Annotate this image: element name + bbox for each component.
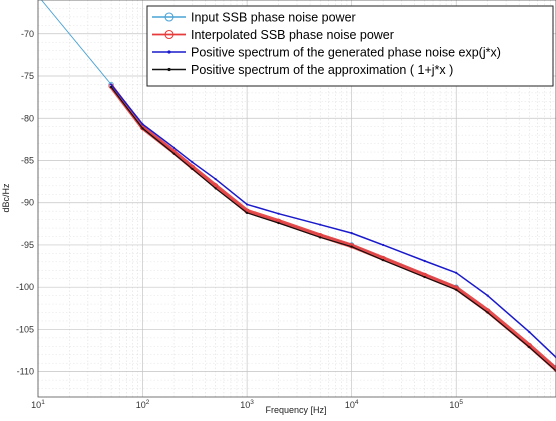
series-point	[246, 203, 249, 206]
x-tick-label: 104	[345, 399, 359, 410]
x-tick-label: 103	[240, 399, 254, 410]
series-point	[141, 127, 144, 130]
series-point	[191, 161, 194, 164]
y-tick-label: -100	[16, 282, 34, 292]
legend-marker	[167, 50, 171, 54]
legend-item: Interpolated SSB phase noise power	[152, 28, 394, 42]
series-point	[141, 123, 144, 126]
series-point	[214, 187, 217, 190]
legend-marker	[164, 29, 174, 40]
y-tick-label: -90	[21, 198, 34, 208]
series-point	[172, 146, 176, 149]
series-point	[191, 167, 194, 171]
series-point	[423, 259, 426, 263]
series-point	[246, 211, 249, 214]
series-point	[319, 236, 322, 239]
series-point	[350, 245, 353, 248]
y-tick-label: -80	[21, 113, 34, 123]
x-tick-label: 102	[136, 399, 150, 410]
y-tick-label: -105	[16, 324, 34, 334]
x-tick-label: 101	[31, 399, 45, 410]
x-axis-ticks: 101 102 103 104 105	[31, 399, 463, 410]
y-tick-label: -70	[21, 29, 34, 39]
y-tick-label: -110	[17, 367, 34, 377]
series-point	[277, 212, 280, 215]
legend-label: Interpolated SSB phase noise power	[191, 28, 394, 42]
legend-label: Positive spectrum of the approximation (…	[191, 63, 453, 77]
series-line	[109, 84, 556, 371]
series-point	[277, 221, 280, 225]
legend-marker	[167, 67, 171, 72]
series-point	[486, 294, 489, 297]
x-tick-label: 105	[449, 399, 463, 410]
series-point	[214, 177, 217, 181]
legend-item: Positive spectrum of the generated phase…	[152, 46, 501, 60]
legend-item: Positive spectrum of the approximation (…	[152, 63, 453, 77]
y-tick-label: -75	[21, 71, 34, 81]
legend: Input SSB phase noise power Interpolated …	[146, 5, 554, 87]
y-tick-label: -85	[21, 155, 34, 165]
series-point	[172, 152, 176, 155]
y-tick-label: -95	[21, 240, 34, 250]
legend-item: Input SSB phase noise power	[152, 11, 356, 25]
series-point	[350, 232, 353, 235]
y-axis-ticks: -70 -75 -80 -85 -90 -95 -100 -105 -110	[16, 29, 34, 377]
legend-label: Positive spectrum of the generated phase…	[191, 46, 501, 60]
plot-frame	[37, 0, 556, 398]
series-group	[109, 85, 556, 372]
series-point	[109, 85, 113, 89]
legend-marker	[164, 12, 174, 22]
series-point	[423, 275, 426, 279]
legend-label: Input SSB phase noise power	[191, 11, 356, 25]
series-point	[382, 259, 385, 262]
x-axis-label: Frequency [Hz]	[265, 405, 326, 415]
series-point	[486, 311, 489, 314]
y-axis-label: dBc/Hz	[1, 183, 11, 213]
series-point	[319, 223, 322, 226]
series-group	[109, 83, 556, 359]
series-point	[528, 330, 531, 334]
series-point	[139, 124, 146, 131]
series-point	[382, 243, 385, 247]
series-point	[455, 271, 458, 274]
legend-box	[146, 5, 554, 87]
series-point	[528, 346, 531, 349]
series-point	[109, 83, 113, 86]
series-point	[455, 288, 458, 291]
